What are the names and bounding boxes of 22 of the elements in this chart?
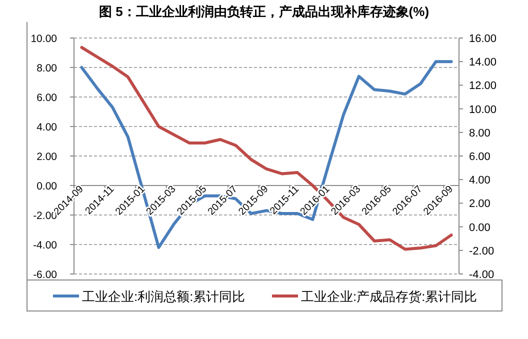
- y-tick-label: -6.00: [33, 269, 58, 281]
- y2-tick-label: 4.00: [469, 174, 490, 187]
- y-tick-label: 6.00: [36, 92, 58, 104]
- y2-tick-label: 10.00: [469, 104, 497, 116]
- y-tick-label: 0.00: [36, 180, 58, 192]
- y2-tick-label: 0.00: [469, 222, 490, 234]
- y2-tick-label: 2.00: [469, 198, 490, 210]
- y2-tick-label: 6.00: [469, 151, 490, 163]
- y-tick-label: 4.00: [36, 122, 58, 134]
- legend-label: 工业企业:产成品存货:累计同比: [301, 289, 478, 304]
- y-tick-label: 10.00: [30, 33, 58, 45]
- y-tick-label: 2.00: [36, 151, 58, 163]
- y-tick-label: -4.00: [33, 240, 58, 252]
- y2-tick-label: -2.00: [469, 245, 494, 258]
- y2-tick-label: -4.00: [469, 269, 494, 281]
- legend-label: 工业企业:利润总额:累计同比: [82, 289, 246, 304]
- y2-tick-label: 8.00: [469, 127, 490, 140]
- y2-tick-label: 16.00: [469, 33, 497, 45]
- y2-tick-label: 12.00: [469, 80, 497, 92]
- y-tick-label: 8.00: [36, 62, 58, 74]
- y2-tick-label: 14.00: [469, 56, 497, 69]
- chart-title: 图 5：工业企业利润由负转正，产成品出现补库存迹象(%): [98, 4, 430, 19]
